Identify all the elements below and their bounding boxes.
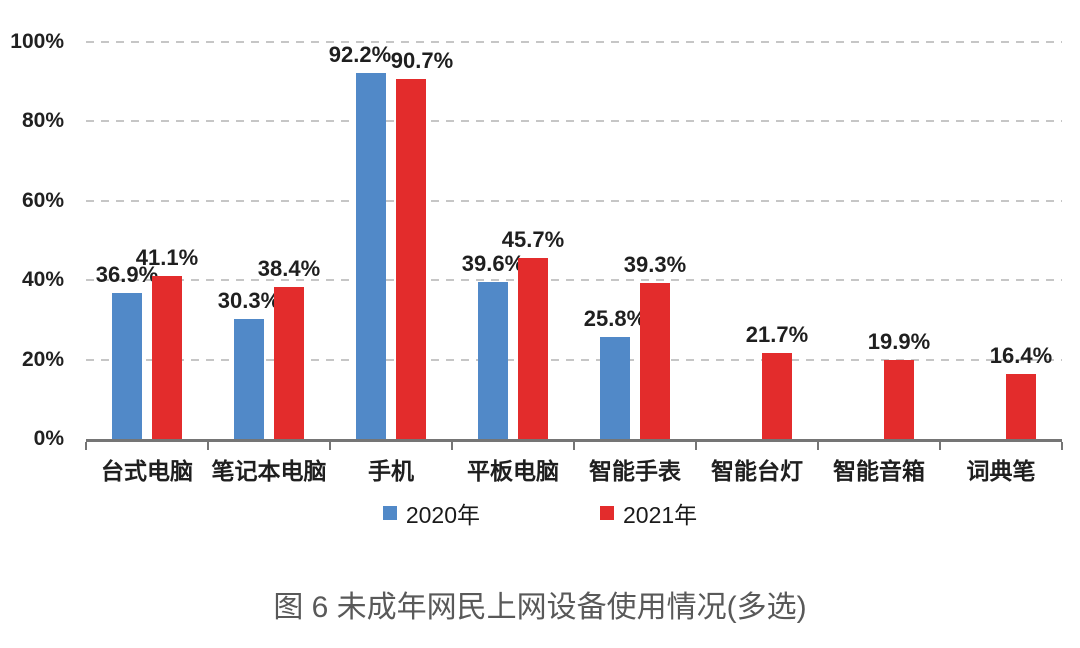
value-label-2020年-笔记本电脑: 30.3% <box>217 287 281 313</box>
legend-swatch-2020 <box>382 506 397 520</box>
legend-label-2020: 2020年 <box>405 502 480 528</box>
x-axis-tick <box>1061 442 1063 450</box>
bar-2020-平板电脑 <box>478 281 508 439</box>
x-axis-tick <box>451 442 453 450</box>
value-label-2021年-智能台灯: 21.7% <box>745 321 809 347</box>
value-label-2021年-台式电脑: 41.1% <box>135 244 199 270</box>
category-label-台式电脑: 台式电脑 <box>101 458 193 484</box>
bar-2020-笔记本电脑 <box>234 318 264 439</box>
y-axis-label-40: 40% <box>21 268 64 292</box>
legend-label-2021: 2021年 <box>623 502 698 528</box>
chart-legend: 2020年 2021年 <box>0 496 1080 530</box>
value-label-2020年-平板电脑: 39.6% <box>461 250 525 276</box>
value-label-2020年-手机: 92.2% <box>328 41 392 67</box>
gridline-20 <box>86 358 1062 361</box>
value-label-2021年-平板电脑: 45.7% <box>501 226 565 252</box>
category-label-智能台灯: 智能台灯 <box>711 458 803 484</box>
bar-2020-台式电脑 <box>112 292 142 439</box>
x-axis-tick <box>939 442 941 450</box>
x-axis-tick <box>695 442 697 450</box>
x-axis-tick <box>85 442 87 450</box>
legend-swatch-2021 <box>600 506 614 520</box>
category-label-词典笔: 词典笔 <box>966 458 1036 484</box>
legend-item-2021: 2021年 <box>600 496 697 530</box>
bar-2021-笔记本电脑 <box>274 286 304 439</box>
category-label-智能音箱: 智能音箱 <box>833 458 925 484</box>
x-axis-tick <box>329 442 331 450</box>
x-axis-tick <box>573 442 575 450</box>
bar-2021-词典笔 <box>1006 373 1036 439</box>
figure-caption: 图 6 未成年网民上网设备使用情况(多选) <box>273 591 807 624</box>
bar-2021-台式电脑 <box>152 275 182 439</box>
category-label-平板电脑: 平板电脑 <box>467 458 559 484</box>
value-label-2021年-智能音箱: 19.9% <box>867 328 931 354</box>
gridline-100 <box>86 41 1062 43</box>
bar-2021-手机 <box>396 78 426 439</box>
gridline-40 <box>86 279 1062 282</box>
y-axis-label-60: 60% <box>21 188 64 212</box>
bar-2021-智能台灯 <box>762 352 792 439</box>
value-label-2021年-手机: 90.7% <box>390 47 454 73</box>
value-label-2020年-台式电脑: 36.9% <box>95 261 159 287</box>
x-axis-line <box>86 439 1062 442</box>
gridline-80 <box>86 120 1062 123</box>
bar-2021-平板电脑 <box>518 257 548 439</box>
bar-2020-智能手表 <box>600 336 630 439</box>
y-axis-label-100: 100% <box>10 30 64 53</box>
value-label-2021年-词典笔: 16.4% <box>989 342 1053 368</box>
x-axis-tick <box>207 442 209 450</box>
category-label-智能手表: 智能手表 <box>589 458 681 484</box>
value-label-2021年-智能手表: 39.3% <box>623 251 687 277</box>
bar-2020-手机 <box>356 72 386 439</box>
gridline-60 <box>86 199 1062 202</box>
value-label-2020年-智能手表: 25.8% <box>583 305 647 331</box>
legend-item-2020: 2020年 <box>382 496 480 530</box>
category-label-笔记本电脑: 笔记本电脑 <box>211 458 327 484</box>
bar-2021-智能手表 <box>640 282 670 439</box>
x-axis-tick <box>817 442 819 450</box>
y-axis-label-20: 20% <box>21 347 64 371</box>
bar-2021-智能音箱 <box>884 359 914 439</box>
y-axis-label-80: 80% <box>21 109 64 133</box>
category-label-手机: 手机 <box>368 458 414 484</box>
y-axis-label-0: 0% <box>33 427 64 450</box>
value-label-2021年-笔记本电脑: 38.4% <box>257 255 321 281</box>
